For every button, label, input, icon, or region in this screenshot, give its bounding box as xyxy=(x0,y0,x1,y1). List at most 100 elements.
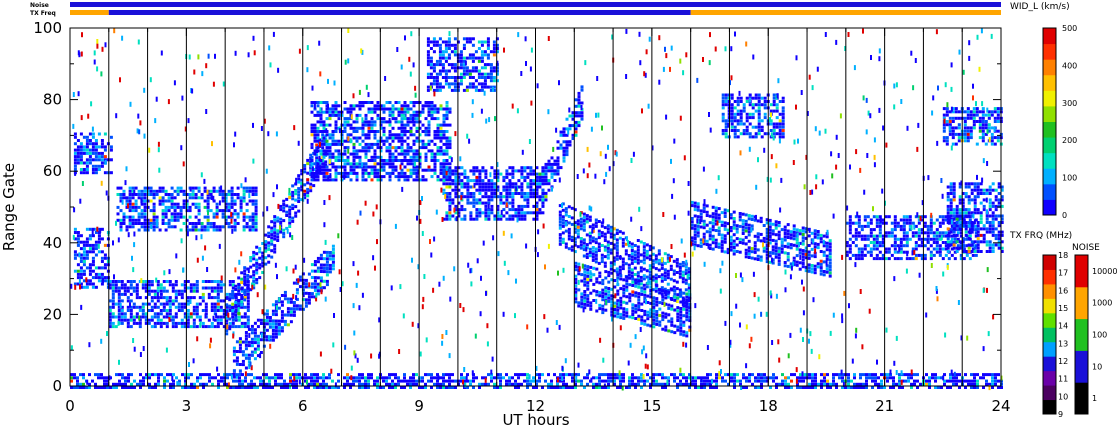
echo-cell xyxy=(465,85,469,89)
echo-cell xyxy=(685,311,689,315)
echo-cell xyxy=(523,211,527,215)
echo-cell xyxy=(804,253,808,256)
echo-cell xyxy=(176,202,180,206)
echo-cell xyxy=(591,255,595,259)
echo-cell xyxy=(283,319,287,323)
echo-cell xyxy=(129,315,133,319)
echo-cell xyxy=(492,85,496,89)
echo-cell xyxy=(526,185,530,189)
echo-cell xyxy=(991,201,995,205)
echo-cell xyxy=(144,286,148,290)
echo-cell xyxy=(720,236,724,240)
echo-cell xyxy=(649,301,653,305)
echo-cell xyxy=(231,289,235,293)
echo-cell xyxy=(144,321,148,325)
echo-cell xyxy=(291,207,295,210)
echo-cell xyxy=(147,309,151,312)
echo-cell xyxy=(948,116,952,120)
echo-cell xyxy=(370,142,374,146)
echo-cell xyxy=(475,217,479,221)
echo-cell xyxy=(337,155,341,159)
echo-cell xyxy=(738,250,742,254)
echo-cell xyxy=(346,171,350,175)
echo-cell xyxy=(684,288,688,292)
echo-cell xyxy=(961,243,965,247)
echo-cell xyxy=(254,222,258,225)
echo-cell xyxy=(94,247,98,251)
echo-cell xyxy=(955,208,959,212)
echo-cell xyxy=(319,263,323,267)
echo-cell xyxy=(244,356,248,360)
echo-cell xyxy=(535,208,539,212)
echo-cell xyxy=(242,193,246,196)
echo-cell xyxy=(564,213,568,217)
echo-cell xyxy=(364,142,368,146)
echo-cell xyxy=(297,209,301,213)
echo-cell xyxy=(352,159,356,162)
echo-cell xyxy=(189,296,193,300)
echo-cell xyxy=(111,299,115,303)
echo-cell xyxy=(119,218,123,222)
echo-cell xyxy=(415,149,419,153)
echo-cell xyxy=(558,242,562,246)
echo-cell xyxy=(652,296,656,300)
echo-cell xyxy=(183,289,187,293)
echo-cell xyxy=(526,204,530,208)
echo-cell xyxy=(774,226,778,230)
echo-cell xyxy=(631,306,635,310)
echo-cell xyxy=(475,198,479,202)
echo-cell xyxy=(589,307,593,311)
echo-cell xyxy=(478,182,482,186)
echo-cell xyxy=(264,240,268,244)
echo-cell xyxy=(597,261,601,265)
echo-cell xyxy=(438,88,442,92)
echo-cell xyxy=(902,234,906,238)
echo-cell xyxy=(801,258,805,262)
echo-cell xyxy=(313,130,317,133)
echo-cell xyxy=(270,239,274,243)
echo-cell xyxy=(246,296,250,300)
echo-cell xyxy=(251,222,255,225)
echo-cell xyxy=(240,281,244,284)
echo-cell xyxy=(346,175,350,179)
echo-cell xyxy=(505,211,509,215)
echo-cell xyxy=(85,158,89,162)
echo-cell xyxy=(732,233,736,237)
echo-cell xyxy=(664,289,668,293)
echo-cell xyxy=(634,294,638,298)
echo-cell xyxy=(478,192,482,195)
echo-cell xyxy=(194,193,198,196)
echo-cell xyxy=(606,253,610,257)
echo-cell xyxy=(613,308,617,311)
echo-cell xyxy=(343,146,347,150)
echo-cell xyxy=(561,231,565,235)
echo-cell xyxy=(206,202,210,206)
echo-cell xyxy=(167,209,171,213)
echo-cell xyxy=(532,211,536,215)
echo-cell xyxy=(577,114,581,118)
echo-cell xyxy=(103,148,107,152)
echo-cell xyxy=(520,208,524,212)
echo-cell xyxy=(91,256,95,260)
echo-cell xyxy=(514,192,518,195)
echo-cell xyxy=(322,168,326,172)
echo-cell xyxy=(810,270,814,274)
echo-cell xyxy=(609,225,613,229)
echo-cell xyxy=(580,117,584,121)
echo-cell xyxy=(304,301,308,305)
echo-cell xyxy=(85,279,89,283)
echo-cell xyxy=(388,101,392,104)
echo-cell xyxy=(388,146,392,150)
echo-cell xyxy=(622,291,626,295)
echo-cell xyxy=(313,269,317,273)
echo-cell xyxy=(216,321,220,325)
echo-cell xyxy=(978,123,982,127)
echo-cell xyxy=(346,107,350,111)
echo-cell xyxy=(210,286,214,290)
echo-cell xyxy=(920,257,924,261)
echo-cell xyxy=(688,306,692,310)
echo-cell xyxy=(451,172,455,176)
echo-cell xyxy=(245,215,249,219)
echo-cell xyxy=(666,260,670,264)
echo-cell xyxy=(520,175,524,179)
